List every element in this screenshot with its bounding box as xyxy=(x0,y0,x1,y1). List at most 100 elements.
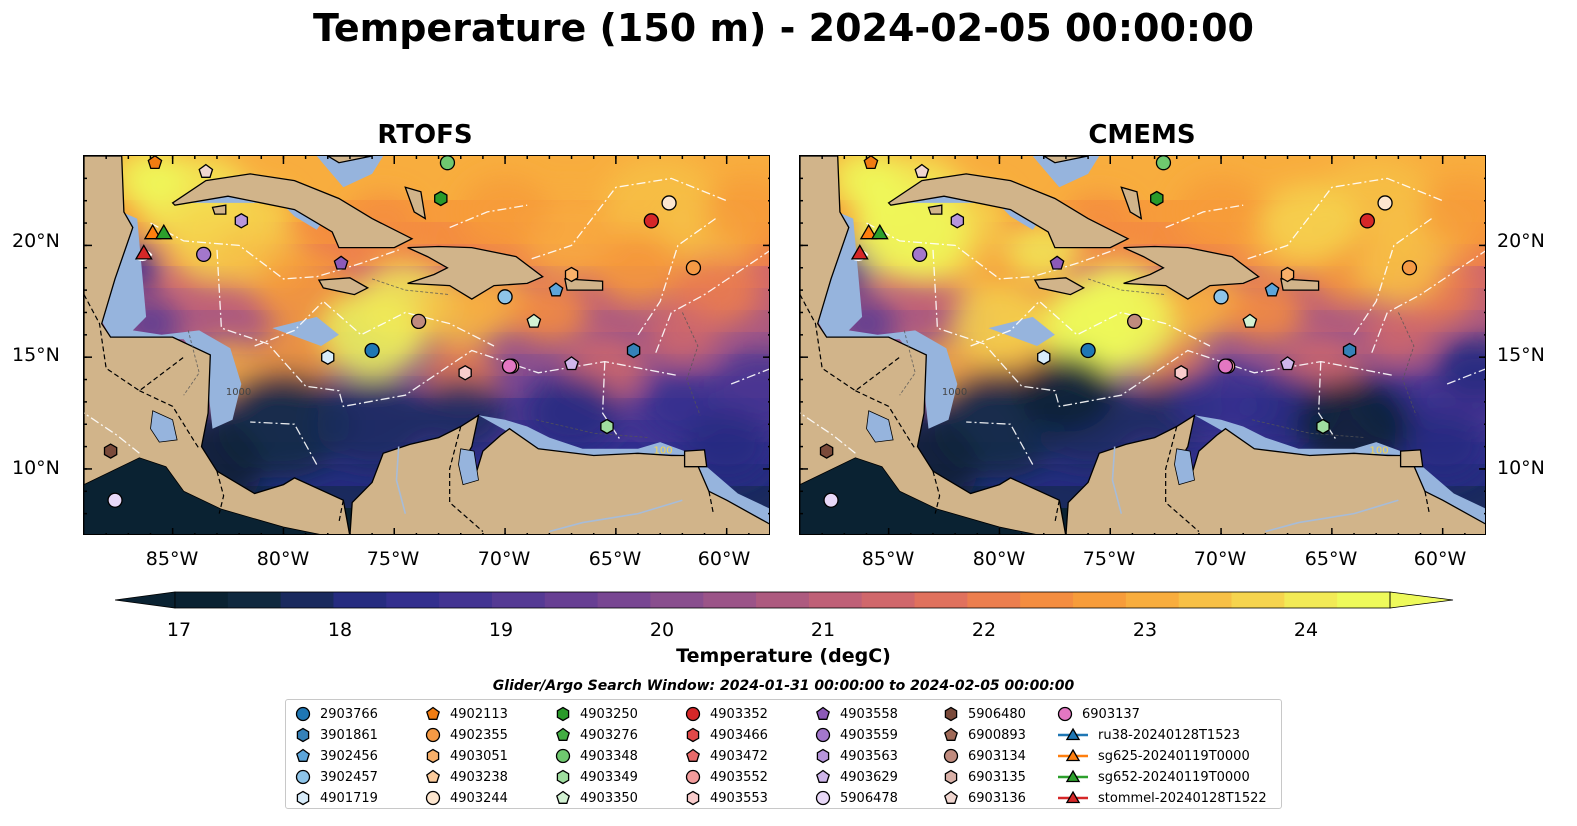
rivers xyxy=(1111,446,1399,533)
legend-label: 4903244 xyxy=(450,790,508,806)
platform-marker-6903136 xyxy=(198,163,214,178)
legend-circle-icon xyxy=(555,748,571,764)
lon-label-60w-right: 60°W xyxy=(1413,548,1467,570)
platform-marker-6903136 xyxy=(914,163,930,178)
legend-item-ru38-20240128T1523: ru38-20240128T1523 xyxy=(1056,725,1240,745)
colorbar-bin xyxy=(1231,592,1285,608)
platform-marker-4903553 xyxy=(1174,365,1188,381)
legend-label: 4903629 xyxy=(840,769,898,785)
legend-label: 4903051 xyxy=(450,748,508,764)
legend-marker-icon xyxy=(816,706,830,720)
bathymetry-contours xyxy=(899,278,1417,439)
lon-label-80w: 80°W xyxy=(256,548,310,570)
legend-label: 3902457 xyxy=(320,769,378,785)
colorbar-outline xyxy=(174,591,1391,609)
lat-label-15n-right: 15°N xyxy=(1497,344,1545,366)
legend-hexagon-icon xyxy=(686,790,700,806)
legend-label: 5906478 xyxy=(840,790,898,806)
platform-marker-3901861 xyxy=(1342,342,1357,359)
legend-label: 4903348 xyxy=(580,748,638,764)
legend-label: 4902113 xyxy=(450,706,508,722)
platform-marker-4903629 xyxy=(1280,356,1295,371)
platform-marker-4903250 xyxy=(434,190,448,207)
platform-marker-4903553 xyxy=(458,365,472,381)
legend-pentagon-icon xyxy=(556,790,570,804)
lat-label-20n-right: 20°N xyxy=(1497,230,1545,252)
legend-marker-icon xyxy=(944,727,958,741)
platform-marker-4903051 xyxy=(1280,266,1295,283)
platform-marker-3902457 xyxy=(1213,289,1229,305)
legend-pentagon-icon xyxy=(296,748,310,762)
legend-triangle-icon xyxy=(1065,727,1081,741)
platform-markers xyxy=(819,156,1418,508)
legend-label: 4903559 xyxy=(840,727,898,743)
legend-circle-icon xyxy=(815,727,831,743)
platform-marker-4903348 xyxy=(439,156,456,171)
legend-label: stommel-20240128T1522 xyxy=(1098,790,1267,806)
legend-item-4902355: 4902355 xyxy=(424,725,508,745)
legend-triangle-icon xyxy=(1065,790,1081,804)
platform-marker-4903244 xyxy=(661,195,677,211)
rivers xyxy=(395,446,683,533)
contour-label-1000: 1000 xyxy=(226,387,251,398)
legend-marker-icon xyxy=(296,790,310,806)
legend-triangle-icon xyxy=(1065,769,1081,783)
platform-marker-5906478 xyxy=(823,492,839,508)
panel-title-rtofs: RTOFS xyxy=(377,120,473,150)
legend-item-5906480: 5906480 xyxy=(942,704,1026,724)
legend-label: 6900893 xyxy=(968,727,1026,743)
platform-marker-4903629 xyxy=(564,356,579,371)
legend-item-6903137: 6903137 xyxy=(1056,704,1140,724)
land xyxy=(800,156,1485,534)
legend-marker-icon xyxy=(426,769,440,783)
legend-label: 6903135 xyxy=(968,769,1026,785)
search-window-title: Glider/Argo Search Window: 2024-01-31 00… xyxy=(492,678,1075,694)
map-canvas: 1000 100 xyxy=(800,156,1485,534)
legend-item-4903552: 4903552 xyxy=(684,767,768,787)
legend-label: 4903472 xyxy=(710,748,768,764)
platform-marker-4903349 xyxy=(600,418,614,435)
platform-marker-4903352 xyxy=(643,213,659,229)
legend-label: 4903558 xyxy=(840,706,898,722)
frame-ticks xyxy=(84,156,769,534)
legend-label: 3902456 xyxy=(320,748,378,764)
legend-item-sg652-20240119T0000: sg652-20240119T0000 xyxy=(1056,767,1250,787)
platform-marker-6903137 xyxy=(501,358,518,374)
platform-marker-4903250 xyxy=(1150,190,1164,207)
platform-marker-4901719 xyxy=(321,349,335,365)
legend-pentagon-icon xyxy=(944,790,958,804)
platform-legend: 2903766 3901861 3902456 3902457 4901719 49021… xyxy=(285,699,1282,809)
colorbar-tick-22: 22 xyxy=(971,619,997,641)
lon-label-70w-right: 70°W xyxy=(1193,548,1247,570)
legend-item-4903558: 4903558 xyxy=(814,704,898,724)
legend-marker-icon xyxy=(425,727,441,743)
legend-item-4903051: 4903051 xyxy=(424,746,508,766)
colorbar-bin xyxy=(1020,592,1074,608)
legend-marker-icon xyxy=(944,790,958,804)
legend-label: 2903766 xyxy=(320,706,378,722)
colorbar-bin xyxy=(1178,592,1233,608)
platform-marker-4902355 xyxy=(1401,260,1418,276)
legend-circle-icon xyxy=(425,727,441,743)
legend-marker-icon xyxy=(815,727,831,743)
legend-pentagon-icon xyxy=(944,727,958,741)
legend-label: 4903352 xyxy=(710,706,768,722)
legend-marker-icon xyxy=(686,727,700,743)
legend-label: 4903350 xyxy=(580,790,638,806)
legend-label: 4903553 xyxy=(710,790,768,806)
legend-item-stommel-20240128T1522: stommel-20240128T1522 xyxy=(1056,788,1267,808)
colorbar-bin xyxy=(861,592,916,608)
lon-label-75w: 75°W xyxy=(366,548,420,570)
legend-item-3902456: 3902456 xyxy=(294,746,378,766)
platform-marker-stommel-20240128T1522 xyxy=(134,244,153,260)
legend-marker-icon xyxy=(1058,790,1088,804)
platform-marker-sg652-20240119T0000 xyxy=(870,223,889,240)
legend-item-5906478: 5906478 xyxy=(814,788,898,808)
legend-label: 4902355 xyxy=(450,727,508,743)
legend-marker-icon xyxy=(1058,769,1088,783)
legend-label: 4903250 xyxy=(580,706,638,722)
colorbar-bin xyxy=(756,592,810,608)
lat-label-15n: 15°N xyxy=(12,344,60,366)
colorbar-bin xyxy=(703,592,757,608)
legend-item-4903563: 4903563 xyxy=(814,746,898,766)
